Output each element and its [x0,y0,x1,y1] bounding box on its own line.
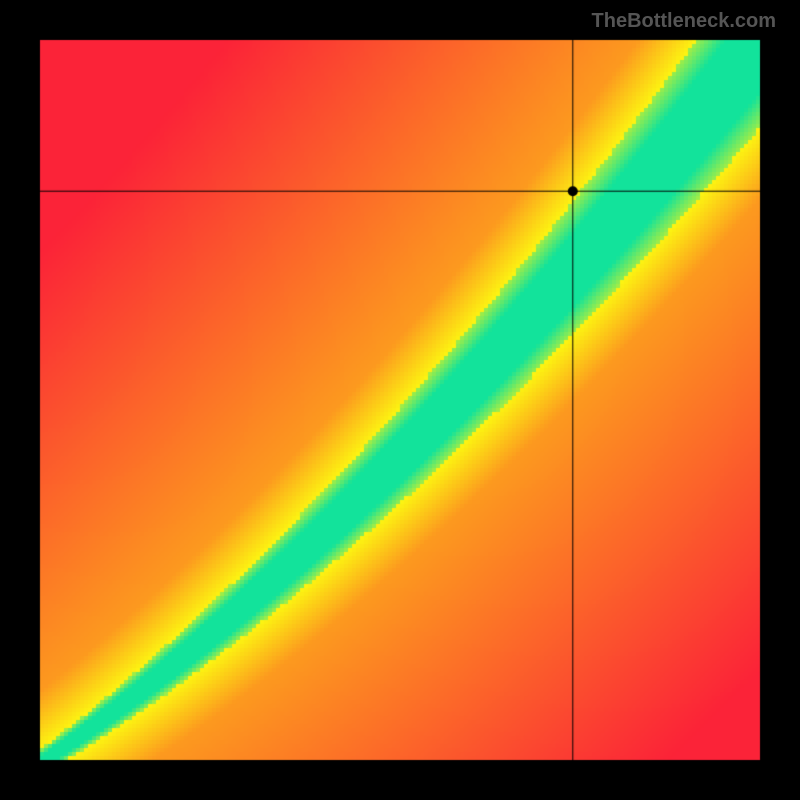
chart-container: TheBottleneck.com [0,0,800,800]
bottleneck-heatmap [0,0,800,800]
watermark-text: TheBottleneck.com [592,10,776,33]
